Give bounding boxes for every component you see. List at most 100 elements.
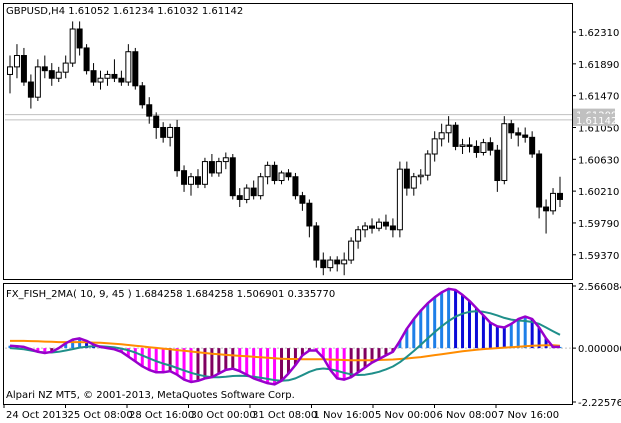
- candle: [529, 131, 536, 158]
- y-tick-label: 1.61890: [578, 60, 619, 71]
- candle: [69, 21, 76, 67]
- candle: [452, 122, 459, 151]
- candle: [125, 44, 132, 86]
- candle: [160, 122, 167, 143]
- candle: [118, 70, 125, 86]
- axes: 1.62310 1.61890 1.61470 1.61050 1.60630 1.602…: [3, 28, 621, 421]
- candle: [181, 165, 188, 192]
- candle: [313, 222, 320, 268]
- candle: [132, 47, 139, 90]
- candle: [76, 21, 83, 56]
- histogram-bar: [461, 294, 465, 349]
- price-series: [5, 21, 572, 276]
- candle: [278, 170, 285, 185]
- histogram-bar: [433, 297, 437, 349]
- candle: [438, 123, 445, 147]
- candle: [236, 188, 243, 208]
- histogram-bar: [196, 348, 200, 381]
- candle: [424, 150, 431, 181]
- candle: [215, 157, 222, 177]
- histogram-bar: [36, 348, 40, 352]
- histogram-bar: [280, 348, 284, 381]
- candle: [515, 127, 522, 147]
- histogram-bar: [140, 348, 144, 367]
- candle: [97, 70, 104, 90]
- histogram-bar: [231, 348, 235, 369]
- indicator-series: [5, 287, 572, 386]
- candle: [341, 252, 348, 276]
- candle: [466, 137, 473, 153]
- histogram-bar: [398, 340, 402, 349]
- candle: [222, 152, 229, 170]
- histogram-bar: [537, 327, 541, 349]
- histogram-bar: [384, 348, 388, 356]
- histogram-bar: [523, 316, 527, 349]
- histogram-bar: [447, 288, 451, 349]
- indicator-panel-header: FX_FISH_2MA( 10, 9, 45 ) 1.684258 1.6842…: [6, 289, 335, 300]
- candle: [396, 161, 403, 238]
- copyright-footer: Alpari NZ MT5, © 2001-2013, MetaQuotes S…: [6, 390, 295, 401]
- histogram-bar: [252, 348, 256, 379]
- candle: [208, 154, 215, 177]
- candle: [194, 169, 201, 189]
- histogram-bar: [349, 348, 353, 378]
- candle: [257, 172, 264, 200]
- y-tick-label: 1.59370: [578, 251, 619, 262]
- candle: [285, 169, 292, 181]
- candle: [243, 184, 250, 204]
- histogram-bar: [509, 323, 513, 349]
- candle: [41, 55, 48, 79]
- histogram-bar: [335, 348, 339, 379]
- candle: [34, 59, 41, 101]
- histogram-bar: [342, 348, 346, 380]
- y-tick-label: 1.60630: [578, 155, 619, 166]
- candle: [334, 256, 341, 272]
- histogram-bar: [133, 348, 137, 362]
- candle: [83, 44, 90, 75]
- slow-ma-line: [10, 339, 561, 362]
- histogram-bar: [175, 348, 179, 375]
- candle: [153, 112, 160, 139]
- candle: [543, 199, 550, 234]
- candle: [327, 256, 334, 272]
- candle: [417, 169, 424, 185]
- candle: [501, 116, 508, 185]
- histogram-bar: [321, 348, 325, 358]
- candle: [389, 218, 396, 238]
- fisher-line: [9, 287, 560, 386]
- histogram-bar: [64, 343, 68, 349]
- histogram-bar: [217, 348, 221, 374]
- candle: [111, 59, 118, 83]
- histogram-bar: [300, 348, 304, 356]
- histogram-bar: [161, 348, 165, 373]
- x-tick-label: 28 Oct 16:00: [129, 410, 194, 421]
- histogram-bar: [293, 348, 297, 366]
- y-tick-label: 1.61050: [578, 123, 619, 134]
- histogram-bar: [182, 348, 186, 380]
- candle: [487, 137, 494, 156]
- candle: [403, 161, 410, 196]
- candle: [508, 119, 515, 139]
- candle: [536, 150, 543, 219]
- candle: [55, 66, 62, 83]
- histogram-bar: [516, 319, 520, 349]
- histogram-bar: [474, 308, 478, 349]
- candle: [62, 55, 69, 79]
- histogram-bar: [126, 348, 130, 357]
- histogram-bar: [419, 310, 423, 349]
- histogram-bar: [71, 339, 75, 349]
- histogram-bar: [440, 292, 444, 349]
- y-tick-label: 0.000000: [578, 344, 621, 355]
- histogram-bar: [259, 348, 263, 381]
- histogram-bar: [488, 322, 492, 349]
- candle: [299, 191, 306, 211]
- candle: [306, 199, 313, 238]
- x-tick-label: 30 Oct 00:00: [191, 410, 256, 421]
- candle: [250, 180, 257, 200]
- candle: [201, 157, 208, 189]
- histogram-bar: [286, 348, 290, 374]
- x-tick-label: 1 Nov 16:00: [314, 410, 375, 421]
- histogram-bar: [189, 348, 193, 383]
- candle: [167, 123, 174, 147]
- candle: [48, 63, 55, 86]
